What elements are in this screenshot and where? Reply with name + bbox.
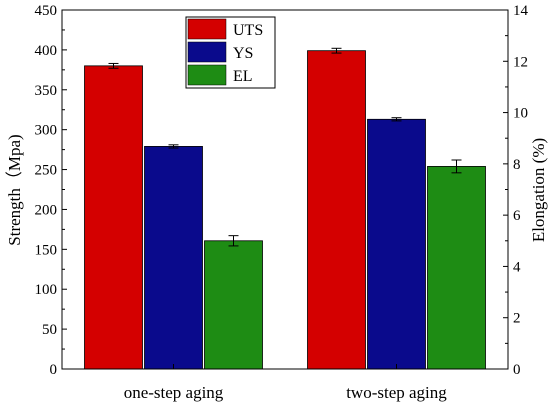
legend-swatch-ys — [187, 41, 227, 63]
x-axis: one-step aging two-step aging — [124, 364, 447, 402]
bar-el-1 — [204, 240, 263, 370]
x-tick-label: two-step aging — [346, 383, 447, 402]
error-bars — [108, 47, 462, 247]
legend: UTS YS EL — [185, 16, 276, 89]
right-tick-label: 12 — [513, 54, 528, 70]
right-tick-label: 8 — [513, 157, 521, 173]
right-tick-label: 2 — [513, 311, 521, 327]
left-tick-label: 100 — [35, 282, 58, 298]
right-tick-label: 0 — [513, 362, 521, 378]
bar-uts-2 — [307, 50, 366, 370]
right-tick-label: 6 — [513, 208, 521, 224]
bar-uts-1 — [84, 65, 143, 370]
legend-label-el: EL — [233, 68, 253, 85]
legend-label-uts: UTS — [233, 22, 263, 39]
bar-el-2 — [427, 166, 486, 370]
bar-ys-1 — [144, 146, 203, 370]
left-tick-label: 0 — [50, 362, 58, 378]
legend-label-ys: YS — [233, 45, 253, 62]
right-tick-label: 10 — [513, 106, 528, 122]
left-axis-title: Strength（Mpa) — [5, 134, 24, 245]
legend-swatch-uts — [187, 18, 227, 40]
left-tick-label: 50 — [42, 322, 57, 338]
bars-layer — [84, 50, 486, 370]
left-tick-label: 200 — [35, 202, 58, 218]
left-tick-label: 350 — [35, 83, 58, 99]
legend-swatch-el — [187, 64, 227, 86]
x-tick-label: one-step aging — [124, 383, 224, 402]
left-tick-label: 400 — [35, 43, 58, 59]
right-axis-title: Elongation (%) — [529, 138, 548, 242]
right-axis: 0 2 4 6 8 10 12 14 — [503, 3, 529, 378]
left-tick-label: 450 — [35, 3, 58, 19]
left-tick-label: 250 — [35, 163, 58, 179]
left-tick-label: 300 — [35, 123, 58, 139]
bar-ys-2 — [367, 118, 426, 370]
left-tick-label: 150 — [35, 242, 58, 258]
right-tick-label: 14 — [513, 3, 529, 19]
right-tick-label: 4 — [513, 259, 521, 275]
left-axis: 0 50 100 150 200 250 300 350 400 450 — [35, 3, 67, 378]
